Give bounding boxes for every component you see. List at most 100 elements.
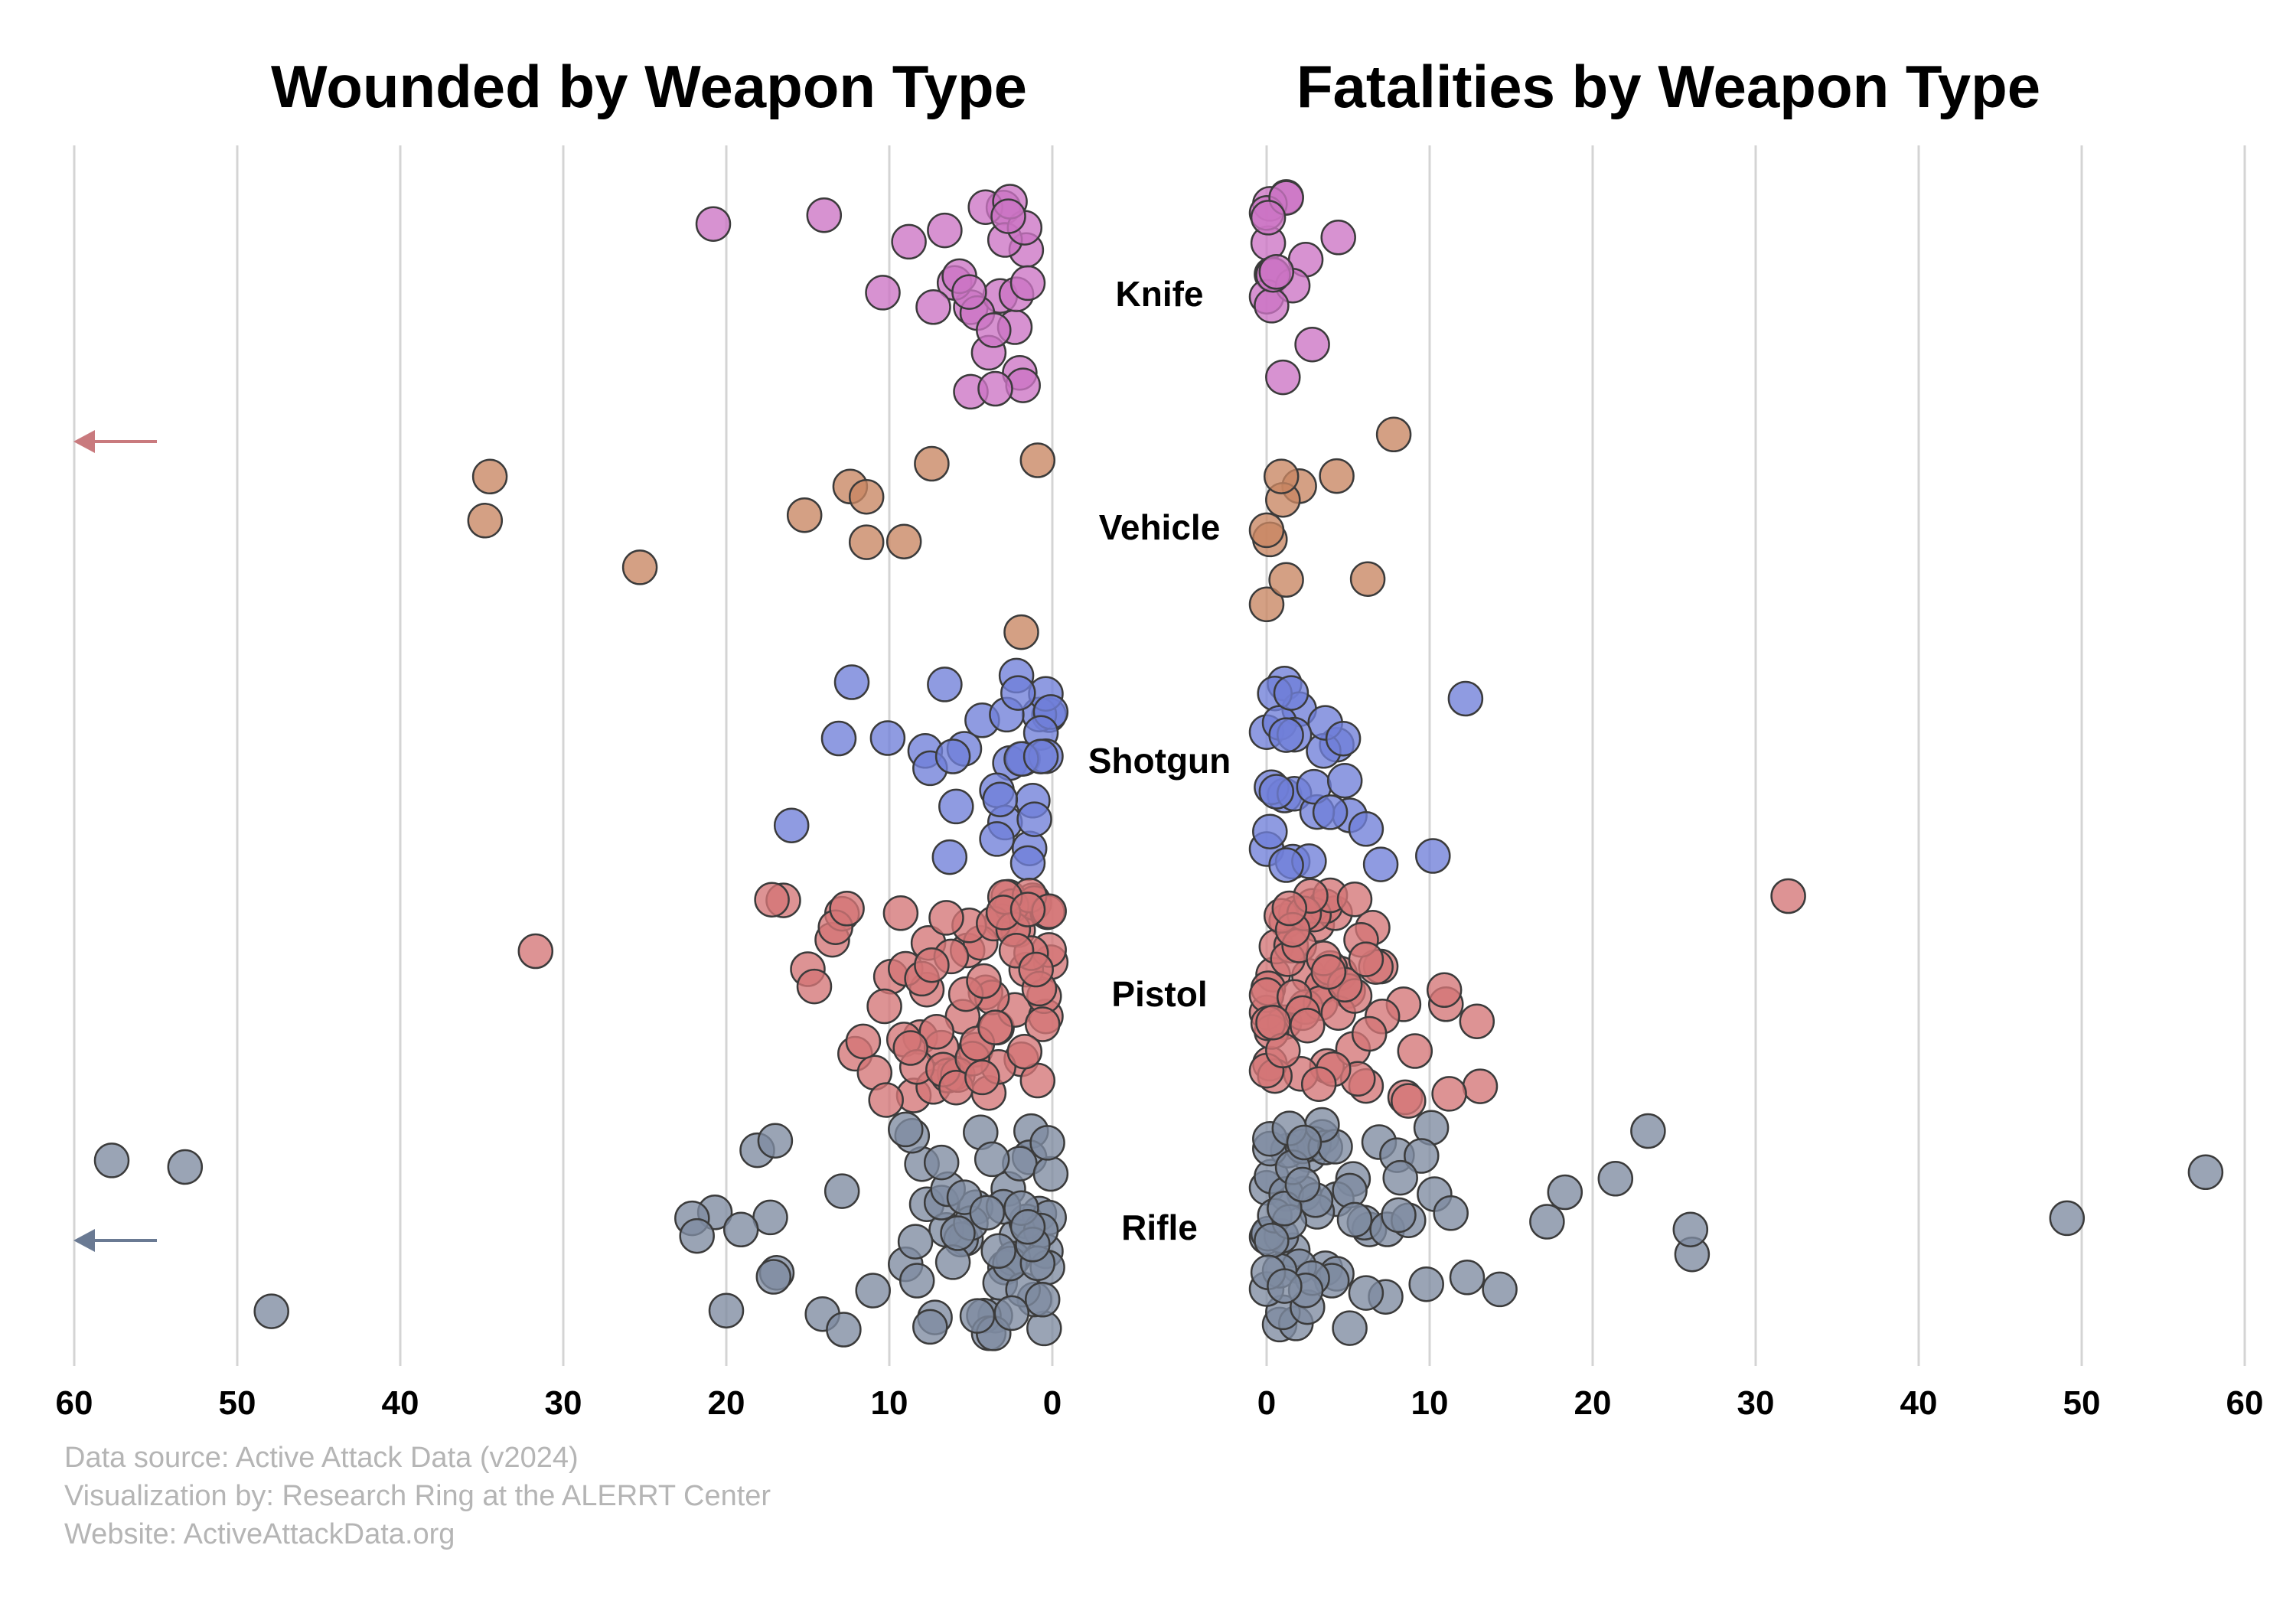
wounded-pistol-point-36 [918,1014,955,1050]
fatalities-shotgun-point-16 [1447,680,1484,717]
wounded-vehicle-point-5 [1003,614,1039,650]
offscale-arrow-rifle [73,1229,157,1252]
wounded-pistol-point-77 [964,1059,1000,1096]
fatalities-rifle-point-36 [1482,1271,1518,1308]
wounded-tick-0: 0 [1043,1384,1062,1422]
credit-website: Website: ActiveAttackData.org [64,1518,455,1550]
fatalities-vehicle-point-6 [1263,458,1300,494]
fatalities-pistol-point-58 [1391,1083,1427,1119]
fatalities-knife-point-8 [1254,288,1290,324]
fatalities-pistol-point-7 [1459,1003,1495,1039]
fatalities-chart-title: Fatalities by Weapon Type [1296,53,2040,120]
fatalities-shotgun-point-25 [1362,846,1399,882]
fatalities-shotgun-point-14 [1325,720,1362,757]
fatalities-pistol-point-65 [1255,1004,1291,1041]
wounded-rifle-point-72 [1009,1209,1046,1245]
fatalities-tick-20: 20 [1574,1384,1612,1422]
wounded-pistol-point-34 [845,1023,882,1060]
fatalities-tick-30: 30 [1737,1384,1775,1422]
fatalities-pistol-point-53 [1431,1076,1467,1112]
fatalities-pistol-point-66 [1271,890,1308,927]
wounded-knife-point-19 [951,274,987,310]
fatalities-shotgun-point-26 [1258,774,1295,810]
wounded-pistol-point-65 [966,963,1002,999]
category-label-shotgun: Shotgun [1088,741,1231,781]
fatalities-knife-point-12 [1320,220,1356,256]
wounded-pistol-point-73 [977,1009,1013,1045]
wounded-shotgun-point-20 [982,781,1019,817]
wounded-knife-point-27 [927,212,963,249]
fatalities-shotgun-point-24 [1312,794,1349,830]
wounded-vehicle-point-10 [1019,442,1056,478]
fatalities-pistol-point-13 [1397,1033,1433,1069]
wounded-pistol-point-52 [829,891,865,927]
fatalities-shotgun-point-23 [1273,675,1309,711]
fatalities-rifle-point-71 [1348,1275,1384,1311]
wounded-knife-point-25 [1009,265,1046,302]
grid-lines [73,145,2246,1366]
fatalities-pistol-point-14 [1462,1068,1499,1104]
wounded-knife-point-24 [990,198,1026,234]
fatalities-rifle-point-20 [1404,1138,1440,1174]
category-label-vehicle: Vehicle [1099,507,1221,547]
fatalities-rifle-point-62 [2049,1200,2086,1237]
fatalities-pistol-point-45 [1426,972,1463,1009]
fatalities-shotgun-point-17 [1415,838,1451,874]
fatalities-pistol-point-52 [1351,1015,1388,1052]
wounded-rifle-point-39 [755,1259,792,1295]
wounded-pistol-point-60 [1024,1006,1061,1042]
wounded-shotgun-point-21 [1009,845,1046,882]
fatalities-rifle-point-55 [1284,1166,1321,1203]
off-scale-arrows [73,430,157,1252]
wounded-rifle-point-50 [823,1173,860,1209]
wounded-pistol-point-0 [517,933,554,970]
fatalities-rifle-point-59 [1547,1174,1583,1211]
wounded-knife-point-0 [865,275,901,311]
fatalities-rifle-point-45 [2187,1154,2224,1191]
wounded-tick-60: 60 [56,1384,93,1422]
wounded-vehicle-point-4 [914,445,950,482]
wounded-rifle-point-59 [899,1263,935,1299]
fatalities-pistol-point-62 [1300,1066,1337,1102]
fatalities-tick-40: 40 [1900,1384,1938,1422]
wounded-vehicle-point-2 [621,549,658,585]
wounded-rifle-point-22 [855,1273,891,1309]
wounded-rifle-point-62 [980,1233,1016,1270]
wounded-knife-point-16 [976,312,1012,348]
wounded-shotgun-point-25 [934,738,971,774]
fatalities-pistol-point-63 [1336,881,1373,918]
fatalities-rifle-point-63 [1254,1222,1290,1259]
fatalities-pistol-point-67 [1290,1007,1326,1044]
wounded-rifle-point-47 [93,1143,130,1178]
wounded-shotgun-point-1 [820,720,857,757]
credit-visualization: Visualization by: Research Ring at the A… [64,1480,771,1512]
fatalities-vehicle-point-8 [1248,512,1285,549]
fatalities-shotgun-point-12 [1268,847,1304,883]
wounded-rifle-point-58 [1032,1156,1069,1192]
wounded-rifle-point-70 [1029,1125,1065,1161]
category-label-rifle: Rifle [1121,1208,1198,1247]
wounded-vehicle-point-7 [471,458,508,495]
fatalities-shotgun-point-5 [1252,813,1288,849]
wounded-shotgun-point-3 [833,664,870,700]
fatalities-pistol-point-68 [1310,953,1347,990]
wounded-pistol-point-23 [868,1082,904,1118]
fatalities-tick-50: 50 [2063,1384,2101,1422]
fatalities-tick-0: 0 [1257,1384,1276,1422]
fatalities-rifle-point-28 [1529,1204,1565,1240]
wounded-shotgun-point-32 [1000,675,1036,711]
wounded-pistol-point-70 [914,947,950,983]
fatalities-knife-point-9 [1265,359,1301,396]
wounded-tick-40: 40 [382,1384,419,1422]
wounded-pistol-point-43 [754,882,790,918]
wounded-rifle-point-29 [757,1123,794,1159]
wounded-vehicle-point-6 [467,503,504,539]
wounded-vehicle-point-1 [848,524,885,560]
fatalities-knife-point-6 [1294,326,1330,363]
wounded-shotgun-point-28 [1022,738,1059,774]
fatalities-rifle-point-35 [1382,1159,1418,1196]
fatalities-knife-point-15 [1250,200,1287,236]
data-points [93,179,2224,1351]
wounded-tick-10: 10 [871,1384,908,1422]
fatalities-rifle-point-70 [1332,1310,1368,1346]
